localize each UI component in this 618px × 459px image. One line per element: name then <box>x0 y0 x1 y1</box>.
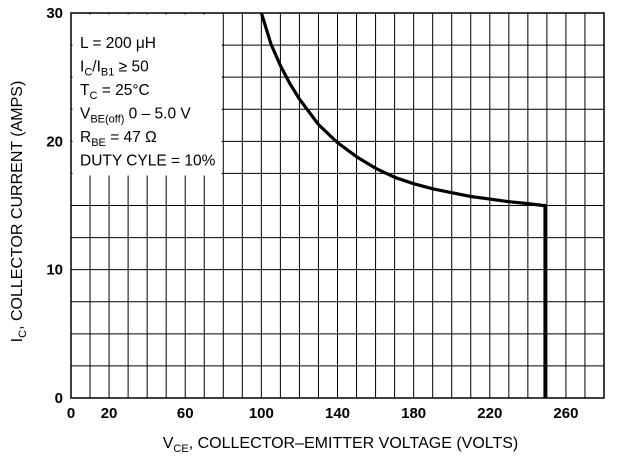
legend-line: RBE = 47 Ω <box>80 129 157 149</box>
legend: L = 200 μH IC/IB1 ≥ 50 TC = 25°C VBE(off) 0… <box>80 35 216 170</box>
x-axis-title: VCE, COLLECTOR–EMITTER VOLTAGE (VOLTS) <box>163 435 519 455</box>
y-axis-title-main: I <box>9 338 26 342</box>
y-tick-label: 20 <box>46 133 63 150</box>
x-axis-title-rest: , COLLECTOR–EMITTER VOLTAGE (VOLTS) <box>189 435 519 452</box>
legend-line: DUTY CYLE = 10% <box>80 153 216 170</box>
legend-box <box>72 14 222 176</box>
plot-frame <box>70 12 605 399</box>
x-axis-title-main: V <box>163 435 174 452</box>
x-tick-label: 260 <box>553 405 578 422</box>
y-axis-title: IC, COLLECTOR CURRENT (AMPS) <box>9 81 29 343</box>
y-axis-title-rest: , COLLECTOR CURRENT (AMPS) <box>9 81 26 330</box>
y-tick-label: 10 <box>46 262 63 279</box>
x-tick-label: 0 <box>67 405 75 422</box>
x-tick-label: 20 <box>101 405 118 422</box>
x-tick-label: 60 <box>177 405 194 422</box>
series-line <box>259 12 547 398</box>
y-axis-title-sub: C <box>17 330 29 338</box>
y-tick-label: 0 <box>55 390 63 407</box>
x-tick-label: 220 <box>477 405 502 422</box>
series <box>259 12 547 398</box>
x-tick-label: 100 <box>249 405 274 422</box>
x-axis-title-sub: CE <box>173 443 188 455</box>
legend-line: VBE(off) 0 – 5.0 V <box>80 106 191 126</box>
x-tick-label: 180 <box>401 405 426 422</box>
legend-line: TC = 25°C <box>80 82 150 102</box>
x-tick-label: 140 <box>325 405 350 422</box>
legend-line: L = 200 μH <box>80 35 156 52</box>
legend-line: IC/IB1 ≥ 50 <box>80 59 149 79</box>
y-tick-label: 30 <box>46 5 63 22</box>
tick-labels: 0 20 60 100 140 180 220 260 0 10 20 30 <box>46 5 578 422</box>
